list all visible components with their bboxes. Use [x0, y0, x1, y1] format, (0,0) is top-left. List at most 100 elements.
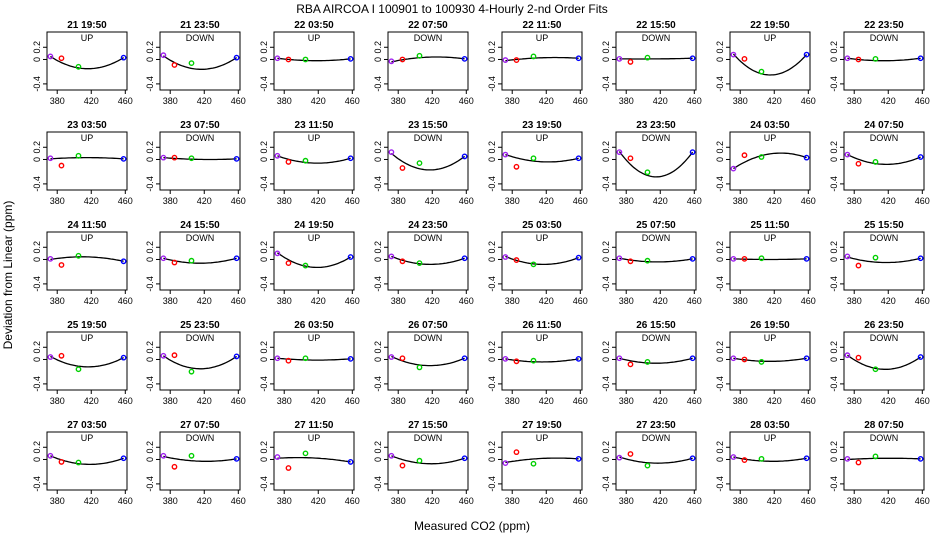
x-tick-label: 460: [801, 496, 816, 506]
panel: 23 15:50 DOWN -0.4 0 0.2 380 420 460: [373, 120, 474, 206]
y-tick-label: -0.4: [145, 376, 155, 392]
panel: 27 11:50 UP -0.4 0 0.2 380 420 460: [259, 420, 360, 506]
panel-frame: [273, 231, 355, 291]
data-point: [689, 255, 696, 262]
data-point: [644, 359, 651, 365]
x-tick-label: 460: [801, 396, 816, 406]
fit-curve: [618, 151, 694, 178]
y-tick-label: 0.2: [373, 341, 383, 354]
x-tick-label: 420: [881, 396, 896, 406]
data-point: [872, 366, 879, 373]
data-point: [855, 459, 862, 466]
data-point: [120, 455, 127, 462]
panel-direction: UP: [308, 233, 321, 243]
y-tick-label: 0: [715, 57, 725, 62]
x-tick-label: 460: [345, 496, 360, 506]
x-tick-label: 380: [277, 196, 292, 206]
y-tick-label: 0.2: [32, 341, 42, 354]
data-point: [274, 152, 281, 159]
panel: 25 19:50 UP -0.4 0 0.2 380 420 460: [32, 320, 133, 406]
panel-title: 23 03:50: [67, 120, 107, 131]
y-tick-label: 0: [259, 257, 269, 262]
panel-title: 24 19:50: [294, 220, 334, 231]
y-tick-label: -0.4: [259, 176, 269, 192]
y-tick-label: 0: [145, 57, 155, 62]
data-point: [844, 55, 851, 62]
fit-curve: [50, 156, 124, 160]
panel-title: 27 19:50: [522, 420, 562, 431]
panel-direction: UP: [536, 233, 549, 243]
data-point: [689, 455, 696, 462]
panel-frame: [615, 331, 697, 391]
fit-curve: [733, 258, 807, 261]
panel-title: 27 15:50: [408, 420, 448, 431]
panel-title: 24 03:50: [750, 120, 790, 131]
panel-title: 26 03:50: [294, 320, 334, 331]
data-point: [917, 455, 924, 462]
x-tick-label: 460: [459, 196, 474, 206]
fit-curve: [391, 56, 465, 63]
panel-frame: [843, 31, 925, 91]
panel: 23 19:50 UP -0.4 0 0.2 380 420 460: [487, 120, 588, 206]
data-point: [575, 55, 582, 62]
x-tick-label: 380: [163, 196, 178, 206]
y-tick-label: -0.4: [32, 476, 42, 492]
x-tick-label: 380: [277, 496, 292, 506]
panel: 23 03:50 UP -0.4 0 0.2 380 420 460: [32, 120, 133, 206]
y-tick-label: 0: [487, 57, 497, 62]
panel-title: 25 19:50: [67, 320, 107, 331]
data-point: [872, 254, 879, 261]
data-point: [616, 454, 623, 461]
data-point: [188, 60, 195, 67]
data-point: [171, 154, 178, 161]
data-point: [844, 455, 851, 462]
data-point: [530, 53, 537, 60]
x-tick-label: 420: [539, 396, 554, 406]
panel-title: 28 03:50: [750, 420, 790, 431]
y-tick-label: -0.4: [259, 476, 269, 492]
data-point: [844, 253, 851, 260]
panel: 26 19:50 UP -0.4 0 0.2 380 420 460: [715, 320, 816, 406]
x-tick-label: 420: [539, 496, 554, 506]
fit-curve: [619, 257, 693, 263]
fit-curve: [391, 355, 465, 367]
panel-frame: [159, 31, 241, 91]
y-tick-label: 0.2: [601, 441, 611, 454]
panel-frame: [843, 331, 925, 391]
data-point: [872, 453, 879, 460]
panel-grid: 21 19:50 UP -0.4 0 0.2 380 420 460 21 23:50 DOWN -…: [32, 20, 930, 506]
panel: 26 07:50 DOWN -0.4 0 0.2 380 420 460: [373, 320, 474, 406]
y-tick-label: 0.2: [487, 241, 497, 254]
x-tick-label: 380: [50, 196, 65, 206]
x-tick-label: 420: [311, 296, 326, 306]
panel-frame: [843, 231, 925, 291]
x-tick-label: 380: [733, 396, 748, 406]
panel: 21 19:50 UP -0.4 0 0.2 380 420 460: [32, 20, 133, 106]
y-tick-label: 0: [32, 57, 42, 62]
y-tick-label: 0.2: [259, 241, 269, 254]
x-tick-label: 460: [118, 96, 133, 106]
x-tick-label: 460: [687, 296, 702, 306]
panel-direction: UP: [81, 433, 94, 443]
data-point: [399, 165, 406, 171]
data-point: [730, 255, 737, 262]
data-point: [75, 63, 82, 70]
y-tick-label: 0: [32, 157, 42, 162]
panel-frame: [615, 431, 697, 491]
panel-title: 22 11:50: [523, 20, 562, 31]
x-axis-label: Measured CO2 (ppm): [414, 519, 530, 533]
y-tick-label: -0.4: [145, 176, 155, 192]
panel-frame: [387, 131, 469, 191]
y-tick-label: 0.2: [601, 141, 611, 154]
data-point: [689, 355, 696, 362]
x-tick-label: 460: [231, 296, 246, 306]
x-tick-label: 460: [231, 196, 246, 206]
y-tick-label: -0.4: [32, 76, 42, 92]
y-tick-label: 0.2: [487, 341, 497, 354]
data-point: [730, 454, 737, 460]
data-point: [75, 366, 82, 373]
data-point: [502, 254, 509, 260]
panel: 23 11:50 UP -0.4 0 0.2 380 420 460: [259, 120, 360, 206]
y-tick-label: -0.4: [715, 176, 725, 192]
x-tick-label: 380: [163, 96, 178, 106]
